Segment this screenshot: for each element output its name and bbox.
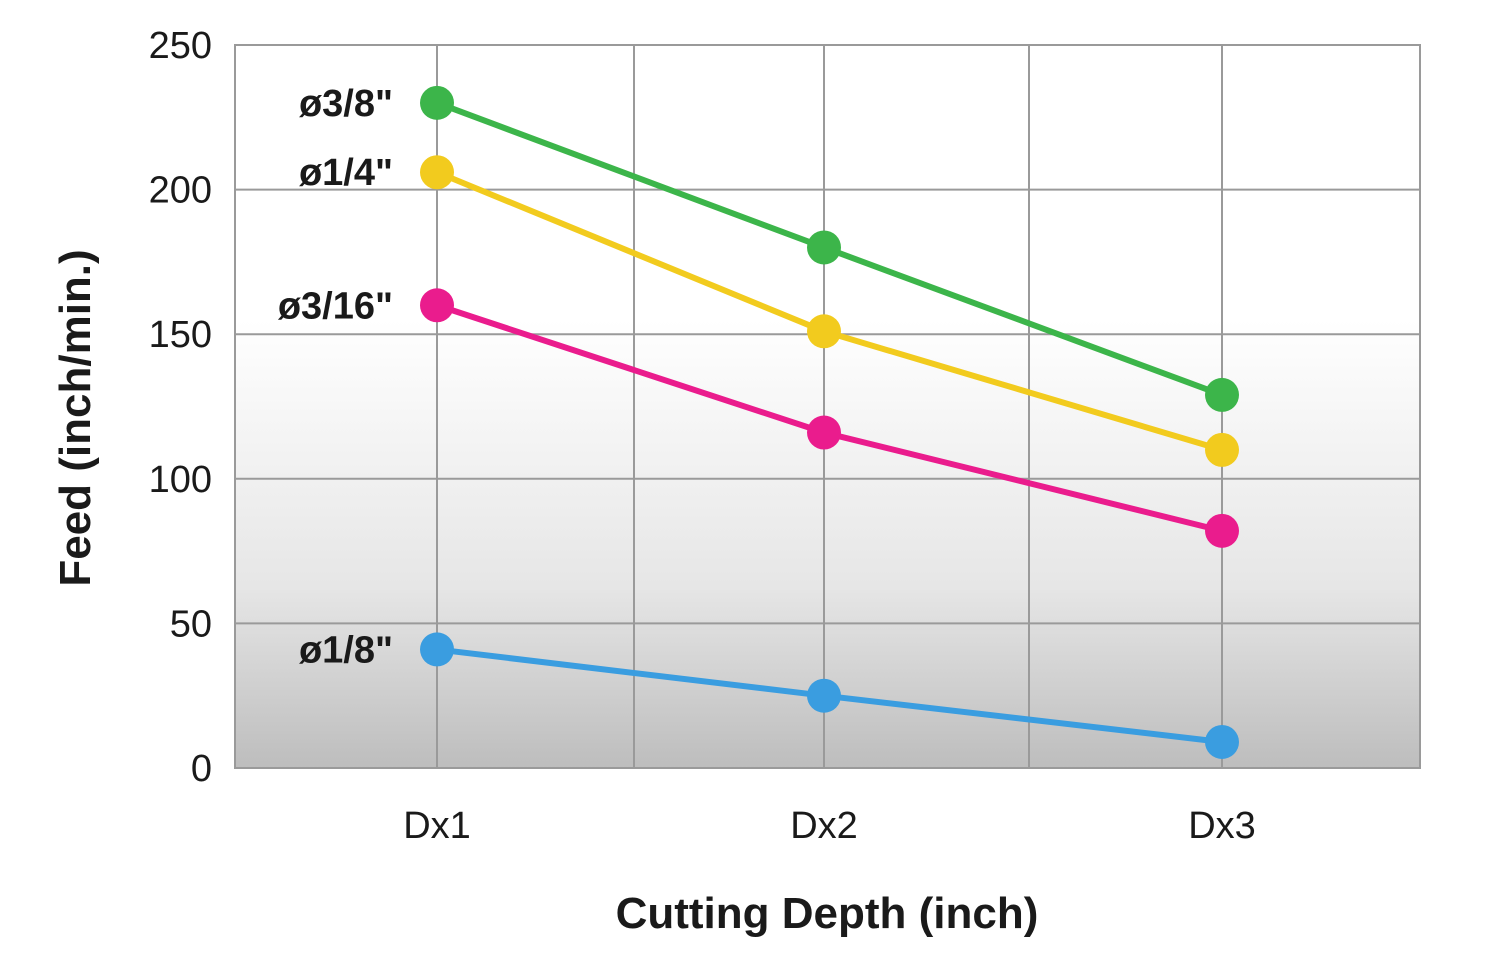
data-point: [1205, 724, 1239, 759]
data-point: [420, 85, 454, 120]
data-point: [807, 678, 841, 713]
plot-border: [234, 44, 1421, 769]
x-tick-label: Dx3: [1188, 805, 1256, 847]
data-point: [420, 288, 454, 323]
data-point: [1205, 377, 1239, 412]
data-point: [807, 230, 841, 265]
series-label: ø1/8": [299, 629, 393, 671]
x-axis: Dx1 Dx2 Dx3: [403, 805, 1256, 847]
y-tick-label: 200: [149, 170, 212, 212]
x-tick-label: Dx1: [403, 805, 471, 847]
series-group: ø3/16": [278, 285, 1239, 548]
plot-area: [235, 45, 1420, 768]
data-point: [420, 632, 454, 667]
y-axis-title: Feed (inch/min.): [51, 249, 100, 586]
data-point: [1205, 513, 1239, 548]
data-point: [807, 314, 841, 349]
y-tick-label: 0: [191, 748, 212, 790]
series: ø3/8" ø1/4" ø3/16" ø1/8": [278, 83, 1239, 759]
data-point: [807, 415, 841, 450]
x-axis-title: Cutting Depth (inch): [616, 889, 1039, 938]
series-label: ø3/16": [278, 285, 393, 327]
series-group: ø1/8": [299, 629, 1239, 759]
y-axis: 0 50 100 150 200 250: [149, 25, 212, 790]
y-tick-label: 100: [149, 459, 212, 501]
y-tick-label: 250: [149, 25, 212, 67]
series-label: ø3/8": [299, 83, 393, 125]
y-tick-label: 50: [170, 603, 212, 645]
series-group: ø3/8": [299, 83, 1239, 412]
x-tick-label: Dx2: [790, 805, 858, 847]
y-tick-label: 150: [149, 314, 212, 356]
data-point: [1205, 432, 1239, 467]
series-group: ø1/4": [299, 152, 1239, 467]
data-point: [420, 155, 454, 190]
series-label: ø1/4": [299, 152, 393, 194]
